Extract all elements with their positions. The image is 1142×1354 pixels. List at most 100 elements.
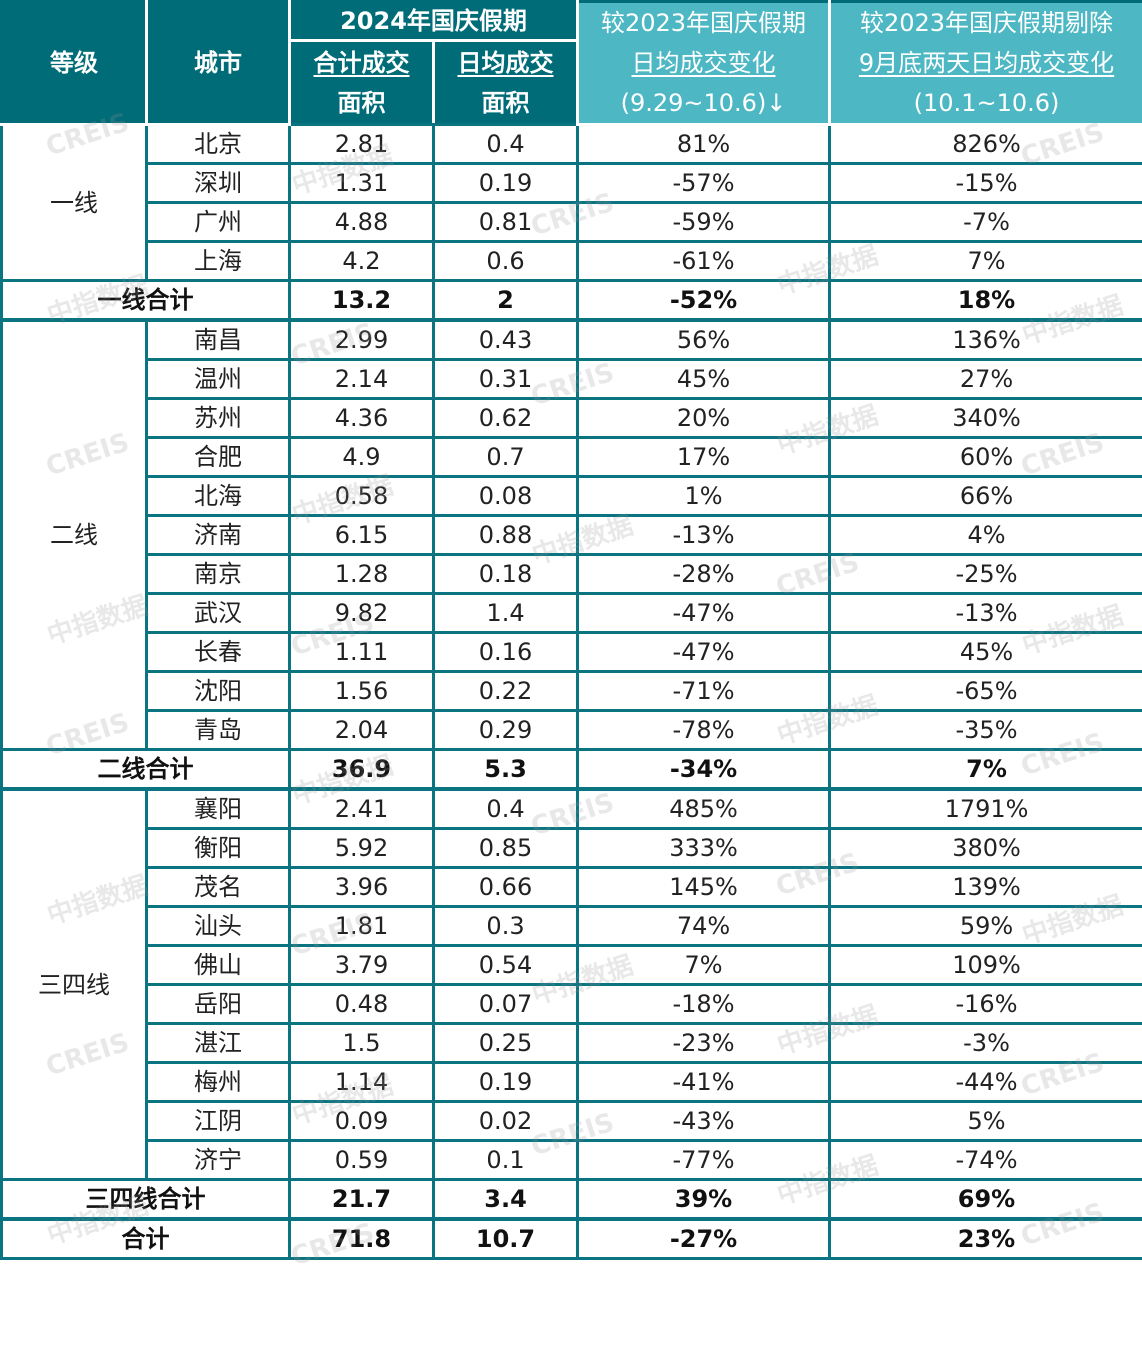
subtotal-total-area: 36.9	[288, 748, 435, 791]
yoy-excluding-change-cell: -35%	[828, 709, 1142, 751]
subtotal-label: 三四线合计	[0, 1178, 291, 1221]
daily-area-cell: 0.4	[431, 123, 580, 165]
yoy-change-cell: -47%	[576, 631, 832, 673]
yoy-change-cell: 81%	[576, 123, 832, 165]
table-row: 二线 南昌 2.99 0.43 56% 136%	[0, 318, 1142, 751]
subtotal-label: 二线合计	[0, 748, 291, 791]
city-cell: 北海	[145, 475, 291, 517]
subtotal-total-area: 13.2	[288, 279, 435, 322]
header-total-area-line1: 合计成交	[313, 48, 410, 77]
total-area-cell: 1.11	[288, 631, 435, 673]
city-cell: 湛江	[145, 1022, 291, 1064]
daily-area-cell: 0.19	[431, 1061, 580, 1103]
yoy-change-cell: 1%	[576, 475, 832, 517]
table-row: 佛山 3.79 0.54 7% 109%	[2, 944, 1142, 986]
yoy-excluding-change-cell: 45%	[828, 631, 1142, 673]
header-yoy-daily: 较2023年国庆假期 日均成交变化 (9.29~10.6)↓	[576, 0, 832, 126]
yoy-change-cell: -18%	[576, 983, 832, 1025]
table-row: 上海 4.2 0.6 -61% 7%	[2, 240, 1142, 282]
yoy-excluding-change-cell: 5%	[828, 1100, 1142, 1142]
header-yoy-excluding: 较2023年国庆假期剔除 9月底两天日均成交变化 (10.1~10.6)	[828, 0, 1142, 126]
yoy-change-cell: 485%	[576, 787, 832, 830]
daily-area-cell: 0.08	[431, 475, 580, 517]
city-cell: 济南	[145, 514, 291, 556]
grand-total-area: 71.8	[288, 1217, 435, 1260]
table-row: 温州 2.14 0.31 45% 27%	[2, 358, 1142, 400]
city-cell: 温州	[145, 358, 291, 400]
table-row: 合肥 4.9 0.7 17% 60%	[2, 436, 1142, 478]
total-area-cell: 2.99	[288, 318, 435, 361]
grand-total-label: 合计	[0, 1217, 291, 1260]
daily-area-cell: 0.4	[431, 787, 580, 830]
city-cell: 长春	[145, 631, 291, 673]
city-cell: 佛山	[145, 944, 291, 986]
daily-area-cell: 0.1	[431, 1139, 580, 1181]
daily-area-cell: 0.88	[431, 514, 580, 556]
table-row: 苏州 4.36 0.62 20% 340%	[2, 397, 1142, 439]
table-row: 沈阳 1.56 0.22 -71% -65%	[2, 670, 1142, 712]
table-row: 广州 4.88 0.81 -59% -7%	[2, 201, 1142, 243]
total-area-cell: 4.36	[288, 397, 435, 439]
header-yoy-line3: (9.29~10.6)↓	[620, 89, 787, 117]
total-area-cell: 1.56	[288, 670, 435, 712]
yoy-change-cell: 333%	[576, 827, 832, 869]
table-row: 三四线 襄阳 2.41 0.4 485% 1791%	[0, 787, 1142, 1181]
table-row: 一线 北京 2.81 0.4 81% 826%	[0, 123, 1142, 282]
yoy-excluding-change-cell: -25%	[828, 553, 1142, 595]
table-row: 长春 1.11 0.16 -47% 45%	[2, 631, 1142, 673]
city-cell: 茂名	[145, 866, 291, 908]
yoy-change-cell: -13%	[576, 514, 832, 556]
table-row: 岳阳 0.48 0.07 -18% -16%	[2, 983, 1142, 1025]
table-row: 茂名 3.96 0.66 145% 139%	[2, 866, 1142, 908]
city-cell: 北京	[145, 123, 291, 165]
city-cell: 江阴	[145, 1100, 291, 1142]
yoy-excluding-change-cell: -74%	[828, 1139, 1142, 1181]
grand-total-daily-area: 10.7	[431, 1217, 580, 1260]
yoy-change-cell: 145%	[576, 866, 832, 908]
subtotal-daily-area: 3.4	[431, 1178, 580, 1221]
total-area-cell: 5.92	[288, 827, 435, 869]
yoy-excluding-change-cell: -44%	[828, 1061, 1142, 1103]
daily-area-cell: 0.62	[431, 397, 580, 439]
daily-area-cell: 0.6	[431, 240, 580, 282]
yoy-excluding-change-cell: 340%	[828, 397, 1142, 439]
yoy-change-cell: 45%	[576, 358, 832, 400]
city-cell: 襄阳	[145, 787, 291, 830]
yoy-change-cell: -59%	[576, 201, 832, 243]
table-row: 济宁 0.59 0.1 -77% -74%	[2, 1139, 1142, 1181]
yoy-change-cell: -23%	[576, 1022, 832, 1064]
daily-area-cell: 0.02	[431, 1100, 580, 1142]
yoy-excluding-change-cell: -13%	[828, 592, 1142, 634]
city-cell: 济宁	[145, 1139, 291, 1181]
yoy-excluding-change-cell: -15%	[828, 162, 1142, 204]
daily-area-cell: 0.18	[431, 553, 580, 595]
daily-area-cell: 0.3	[431, 905, 580, 947]
subtotal-label: 一线合计	[0, 279, 291, 322]
table-row: 深圳 1.31 0.19 -57% -15%	[2, 162, 1142, 204]
daily-area-cell: 0.31	[431, 358, 580, 400]
yoy-excluding-change-cell: 7%	[828, 240, 1142, 282]
tier-label: 三四线	[0, 787, 148, 1181]
total-area-cell: 3.79	[288, 944, 435, 986]
grand-total-yoy-change: -27%	[576, 1217, 832, 1260]
city-cell: 青岛	[145, 709, 291, 751]
table-row: 南京 1.28 0.18 -28% -25%	[2, 553, 1142, 595]
daily-area-cell: 0.81	[431, 201, 580, 243]
subtotal-total-area: 21.7	[288, 1178, 435, 1221]
total-area-cell: 2.04	[288, 709, 435, 751]
total-area-cell: 1.28	[288, 553, 435, 595]
header-total-area: 合计成交 面积	[288, 39, 435, 126]
city-cell: 深圳	[145, 162, 291, 204]
total-area-cell: 2.14	[288, 358, 435, 400]
total-area-cell: 0.59	[288, 1139, 435, 1181]
subtotal-yoy-change: -34%	[576, 748, 832, 791]
city-cell: 梅州	[145, 1061, 291, 1103]
city-cell: 汕头	[145, 905, 291, 947]
total-area-cell: 1.5	[288, 1022, 435, 1064]
yoy-change-cell: 17%	[576, 436, 832, 478]
header-tier: 等级	[0, 0, 148, 126]
yoy-excluding-change-cell: -3%	[828, 1022, 1142, 1064]
subtotal-row: 三四线合计 21.7 3.4 39% 69%	[0, 1178, 1142, 1221]
header-yoy-ex-line1: 较2023年国庆假期剔除	[859, 9, 1114, 37]
total-area-cell: 0.58	[288, 475, 435, 517]
